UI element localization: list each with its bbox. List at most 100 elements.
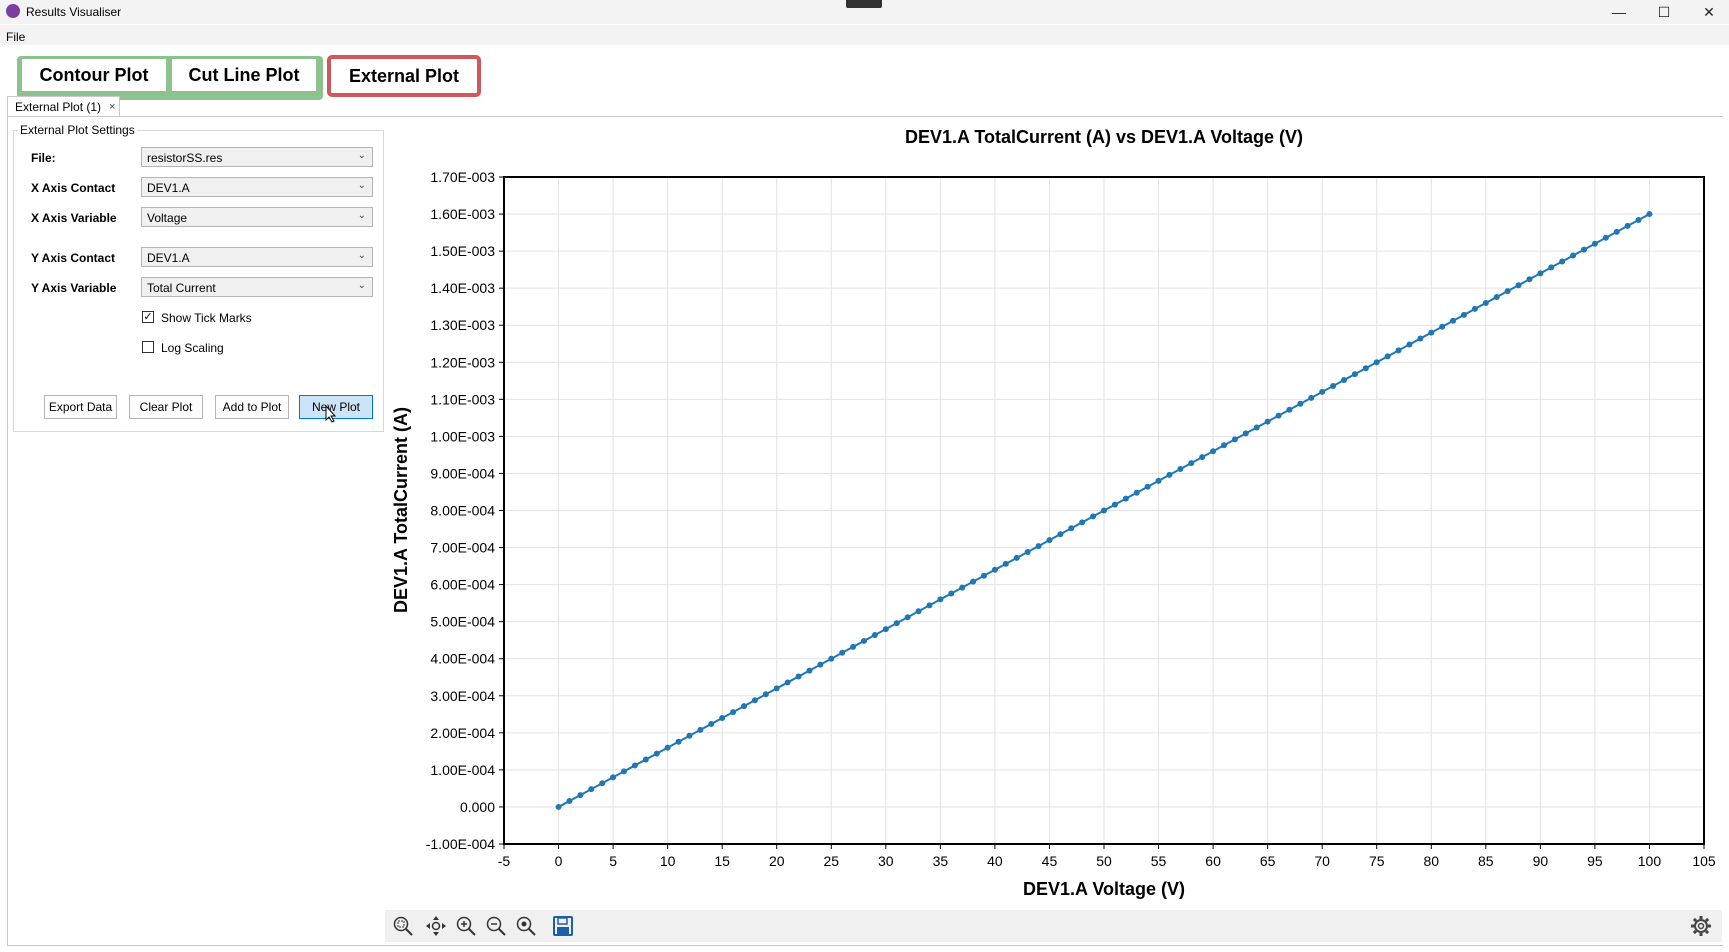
data-point: [1439, 323, 1446, 330]
minimize-icon[interactable]: —: [1612, 4, 1626, 20]
contour-plot-button[interactable]: Contour Plot: [22, 59, 166, 91]
data-point: [1308, 394, 1315, 401]
data-point: [686, 732, 693, 739]
new-plot-button[interactable]: New Plot: [299, 395, 373, 419]
show-tick-marks-checkbox[interactable]: ✓: [142, 311, 154, 323]
y-axis-variable-value: Total Current: [147, 281, 216, 295]
menu-file[interactable]: File: [6, 30, 26, 44]
data-point: [828, 655, 835, 662]
y-tick-label: 1.20E-003: [430, 354, 495, 370]
x-axis-contact-label: X Axis Contact: [31, 181, 116, 195]
file-select[interactable]: resistorSS.res ⌄: [141, 147, 373, 167]
data-point: [1297, 400, 1304, 407]
data-point: [577, 792, 584, 799]
data-point: [1046, 537, 1053, 544]
x-tick-label: 45: [1042, 853, 1058, 869]
x-tick-label: 70: [1314, 853, 1330, 869]
data-point: [719, 715, 726, 722]
chart-toolbar: [385, 910, 1722, 942]
zoom-fit-icon[interactable]: [390, 913, 416, 939]
x-tick-label: 100: [1638, 853, 1662, 869]
data-point: [1482, 299, 1489, 306]
data-point: [1570, 252, 1577, 259]
x-axis-variable-value: Voltage: [147, 211, 188, 225]
gear-icon[interactable]: [1688, 913, 1714, 939]
external-plot-button[interactable]: External Plot: [327, 55, 481, 97]
data-point: [1199, 454, 1206, 461]
y-axis-contact-select[interactable]: DEV1.A ⌄: [141, 247, 373, 267]
y-tick-label: 6.00E-004: [430, 577, 495, 593]
y-tick-label: 1.60E-003: [430, 206, 495, 222]
file-label: File:: [31, 151, 56, 165]
x-axis-contact-value: DEV1.A: [147, 181, 190, 195]
data-point: [1188, 460, 1195, 467]
data-point: [1395, 347, 1402, 354]
data-point: [1319, 388, 1326, 395]
data-point: [1471, 305, 1478, 312]
data-point: [1253, 424, 1260, 431]
data-point: [806, 667, 813, 674]
data-point: [1210, 448, 1217, 455]
pan-icon[interactable]: [423, 913, 449, 939]
data-point: [653, 750, 660, 757]
log-scaling-label: Log Scaling: [161, 341, 224, 355]
chart[interactable]: DEV1.A TotalCurrent (A) vs DEV1.A Voltag…: [385, 118, 1722, 908]
log-scaling-checkbox[interactable]: [142, 341, 154, 353]
x-tick-label: 35: [933, 853, 949, 869]
data-point: [1428, 329, 1435, 336]
x-axis-contact-select[interactable]: DEV1.A ⌄: [141, 177, 373, 197]
data-point: [937, 596, 944, 603]
y-axis-variable-select[interactable]: Total Current ⌄: [141, 277, 373, 297]
tab-external-plot[interactable]: External Plot (1) ×: [7, 96, 120, 116]
data-point: [1090, 513, 1097, 520]
data-point: [981, 572, 987, 579]
data-point: [1384, 353, 1391, 360]
data-point: [1264, 418, 1271, 425]
data-point: [1133, 489, 1140, 496]
data-point: [1591, 240, 1598, 247]
y-tick-label: 4.00E-004: [430, 651, 495, 667]
cut-line-plot-button[interactable]: Cut Line Plot: [172, 59, 316, 91]
x-tick-label: 75: [1369, 853, 1385, 869]
clear-plot-button[interactable]: Clear Plot: [129, 395, 203, 419]
zoom-out-icon[interactable]: [483, 913, 509, 939]
save-icon[interactable]: [550, 913, 576, 939]
x-axis-variable-select[interactable]: Voltage ⌄: [141, 207, 373, 227]
data-point: [1079, 519, 1086, 526]
data-point: [1013, 554, 1020, 561]
data-point: [948, 590, 955, 597]
data-point: [795, 673, 802, 680]
x-tick-label: 25: [823, 853, 839, 869]
data-point: [675, 738, 682, 745]
export-data-button[interactable]: Export Data: [44, 395, 117, 419]
y-axis-variable-label: Y Axis Variable: [31, 281, 117, 295]
y-tick-label: 1.70E-003: [430, 169, 495, 185]
data-point: [1231, 436, 1238, 443]
menu-bar: [0, 25, 1729, 45]
data-point: [1362, 365, 1369, 372]
chevron-down-icon: ⌄: [357, 280, 366, 291]
data-point: [773, 685, 780, 692]
settings-group: [13, 130, 384, 432]
data-point: [1351, 371, 1358, 378]
x-tick-label: 15: [714, 853, 730, 869]
add-to-plot-button[interactable]: Add to Plot: [215, 395, 289, 419]
zoom-in-icon[interactable]: [453, 913, 479, 939]
data-point: [1602, 234, 1609, 241]
drag-handle[interactable]: [846, 0, 882, 8]
y-axis-label: DEV1.A TotalCurrent (A): [391, 407, 411, 613]
data-point: [1155, 477, 1162, 484]
data-point: [1024, 549, 1031, 555]
chevron-down-icon: ⌄: [357, 150, 366, 161]
close-icon[interactable]: ✕: [1703, 3, 1715, 20]
maximize-icon[interactable]: ☐: [1657, 3, 1671, 20]
zoom-reset-icon[interactable]: [513, 913, 539, 939]
data-point: [1613, 228, 1620, 235]
y-axis-contact-label: Y Axis Contact: [31, 251, 116, 265]
tab-close-icon[interactable]: ×: [109, 100, 116, 113]
data-point: [1068, 525, 1075, 532]
y-tick-label: 5.00E-004: [430, 614, 495, 630]
data-point: [1537, 270, 1544, 277]
x-tick-label: 95: [1587, 853, 1603, 869]
y-tick-label: 8.00E-004: [430, 503, 495, 519]
